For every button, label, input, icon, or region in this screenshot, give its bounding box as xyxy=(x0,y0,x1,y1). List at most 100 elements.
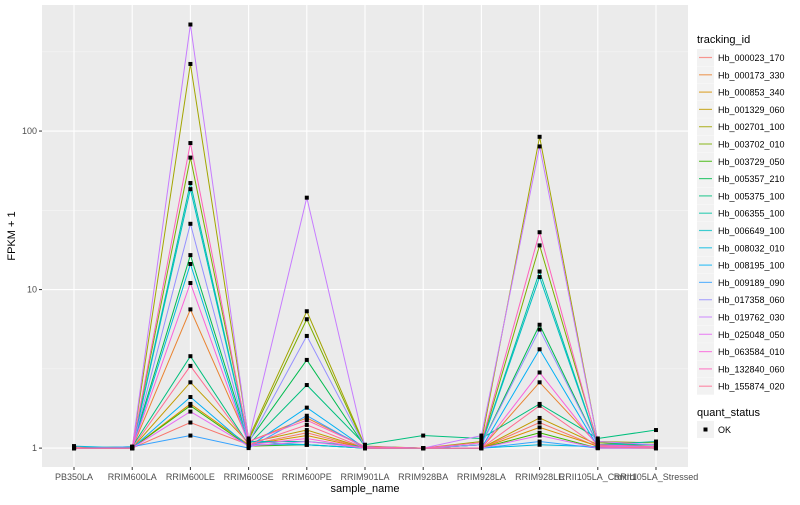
data-point xyxy=(537,322,542,327)
data-point xyxy=(537,433,542,438)
x-axis: PB350LA RRIM600LA RRIM600LE RRIM600SE RRIM60… xyxy=(55,467,698,482)
data-point xyxy=(188,363,193,368)
data-point xyxy=(304,405,309,410)
legend-item: Hb_000023_170 xyxy=(697,49,785,66)
data-point xyxy=(479,446,484,451)
data-point xyxy=(304,195,309,200)
data-point xyxy=(188,403,193,408)
data-point xyxy=(537,425,542,430)
data-point xyxy=(595,444,600,449)
data-point xyxy=(537,403,542,408)
data-point xyxy=(537,430,542,435)
data-point xyxy=(188,281,193,286)
legend-label: Hb_008195_100 xyxy=(718,261,785,271)
legend-item: Hb_005375_100 xyxy=(697,187,785,205)
data-point xyxy=(537,420,542,425)
data-point xyxy=(537,134,542,139)
data-point xyxy=(653,446,658,451)
data-point xyxy=(653,439,658,444)
data-point xyxy=(188,187,193,192)
data-point xyxy=(188,181,193,186)
data-point xyxy=(537,380,542,385)
data-point xyxy=(537,370,542,375)
legend-label: Hb_017358_060 xyxy=(718,295,785,305)
data-point xyxy=(188,354,193,359)
data-point xyxy=(537,415,542,420)
data-point xyxy=(188,380,193,385)
data-point xyxy=(595,436,600,441)
x-axis-title: sample_name xyxy=(330,483,399,495)
data-point xyxy=(537,269,542,274)
legend-item: Hb_063584_010 xyxy=(697,343,785,361)
x-tick-label: RRII105LA_Stressed xyxy=(614,472,699,482)
data-point xyxy=(246,439,251,444)
data-point xyxy=(304,357,309,362)
legend-item: Hb_006649_100 xyxy=(697,222,785,239)
legend-label: Hb_063584_010 xyxy=(718,347,785,357)
legend-item: Hb_000173_330 xyxy=(697,66,785,84)
data-point xyxy=(304,442,309,447)
x-tick-label: RRIM600SE xyxy=(224,472,274,482)
data-point xyxy=(537,230,542,235)
data-point xyxy=(188,307,193,312)
data-point xyxy=(595,439,600,444)
data-point xyxy=(304,383,309,388)
data-point xyxy=(304,430,309,435)
data-point xyxy=(479,440,484,445)
legend-item: Hb_008032_010 xyxy=(697,239,785,257)
data-point xyxy=(188,155,193,160)
legend-shape-title: quant_status xyxy=(697,407,760,419)
data-point xyxy=(537,327,542,332)
y-tick-label: 1 xyxy=(32,443,37,453)
data-point xyxy=(363,446,367,451)
x-tick-label: RRIM600LE xyxy=(166,472,215,482)
data-point xyxy=(421,433,426,438)
legend-label: Hb_006649_100 xyxy=(718,226,785,236)
legend-label: Hb_025048_050 xyxy=(718,330,785,340)
data-point xyxy=(304,333,309,338)
legend-item: Hb_006355_100 xyxy=(697,204,785,222)
data-point xyxy=(188,420,193,425)
legend-label: Hb_000173_330 xyxy=(718,70,785,80)
data-point xyxy=(304,428,309,433)
data-point xyxy=(304,317,309,322)
data-point xyxy=(304,413,309,418)
data-point xyxy=(537,347,542,352)
legend-label: Hb_132840_060 xyxy=(718,364,785,374)
data-point xyxy=(304,415,309,420)
legend-label: Hb_005375_100 xyxy=(718,191,785,201)
data-point xyxy=(188,409,193,414)
x-tick-label: RRII105LA_Control xyxy=(559,472,637,482)
legend-item: Hb_003729_050 xyxy=(697,152,785,170)
legend-item: Hb_025048_050 xyxy=(697,325,785,343)
legend-label: Hb_008032_010 xyxy=(718,243,785,253)
legend-label: Hb_155874_020 xyxy=(718,382,785,392)
data-point xyxy=(304,422,309,427)
data-point xyxy=(130,446,135,451)
data-point xyxy=(421,446,426,451)
legend: tracking_id Hb_000023_170 Hb_000173_330 Hb… xyxy=(697,34,785,438)
y-tick-label: 10 xyxy=(27,285,37,295)
legend-label: Hb_001329_060 xyxy=(718,105,785,115)
data-point xyxy=(537,442,542,447)
legend-label: Hb_003702_010 xyxy=(718,140,785,150)
x-tick-label: RRIM928LE xyxy=(515,472,564,482)
legend-item: Hb_132840_060 xyxy=(697,360,785,378)
data-point xyxy=(304,309,309,314)
data-point xyxy=(479,436,484,441)
legend-item: Hb_155874_020 xyxy=(697,377,785,395)
series-points xyxy=(72,22,658,451)
data-point xyxy=(188,61,193,66)
legend-label: Hb_002701_100 xyxy=(718,122,785,132)
x-tick-label: RRIM928LA xyxy=(457,472,506,482)
x-tick-label: RRIM901LA xyxy=(340,472,389,482)
legend-item: Hb_000853_340 xyxy=(697,83,785,101)
x-tick-label: RRIM600PE xyxy=(282,472,332,482)
y-axis-title: FPKM + 1 xyxy=(6,211,18,260)
data-point xyxy=(188,433,193,438)
legend-color-title: tracking_id xyxy=(697,34,750,46)
data-point xyxy=(72,446,77,451)
data-point xyxy=(653,428,658,433)
data-point xyxy=(304,436,309,441)
